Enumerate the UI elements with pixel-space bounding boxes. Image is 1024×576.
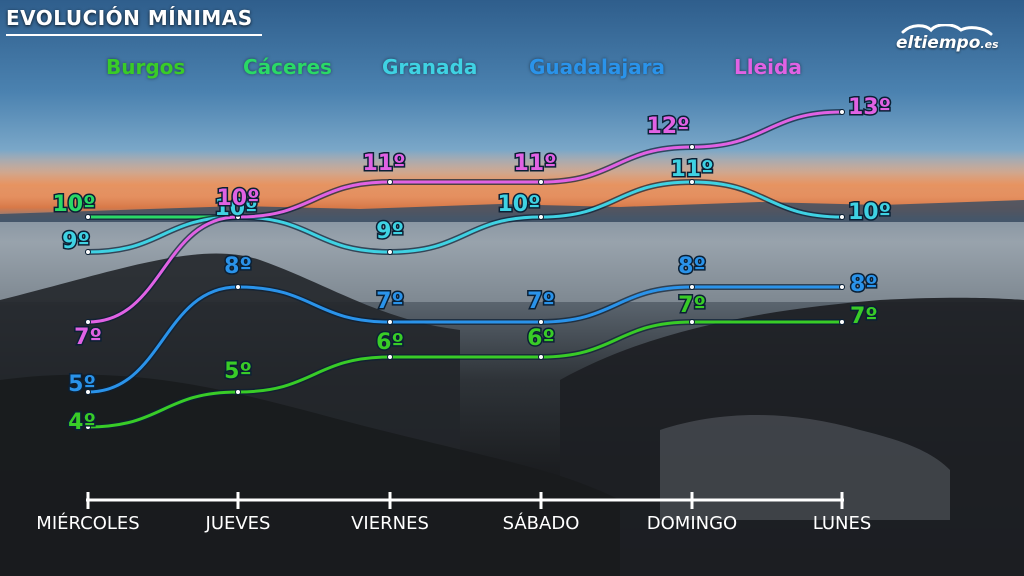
lleida-point: [85, 319, 91, 325]
logo-text: eltiempo.es: [896, 33, 999, 53]
guadalajara-line-outline: [85, 283, 845, 395]
x-tick-label: MIÉRCOLES: [36, 512, 139, 534]
burgos-value-label: 6º: [376, 330, 404, 355]
burgos-value-label: 7º: [678, 293, 706, 318]
burgos-line: [86, 320, 844, 429]
burgos-point: [387, 354, 393, 360]
guadalajara-point: [387, 319, 393, 325]
lleida-point: [235, 214, 241, 220]
burgos-value-label: 4º: [68, 410, 96, 435]
lleida-point: [689, 144, 695, 150]
granada-point: [85, 249, 91, 255]
legend-lleida: Lleida: [734, 55, 802, 79]
burgos-value-label: 7º: [850, 304, 878, 329]
caceres-value-label: 10º: [52, 192, 95, 217]
lleida-value-label: 7º: [74, 325, 102, 350]
burgos-value-label: 5º: [224, 359, 252, 384]
lleida-point: [387, 179, 393, 185]
lleida-value-label: 11º: [513, 151, 556, 176]
lleida-point: [839, 109, 845, 115]
lleida-value-label: 10º: [216, 186, 259, 211]
x-tick-label: VIERNES: [351, 513, 429, 534]
eltiempo-logo: eltiempo.es: [891, 24, 1006, 64]
lleida-value-label: 13º: [848, 95, 891, 120]
lleida-value-label: 12º: [646, 114, 689, 139]
guadalajara-value-label: 5º: [68, 372, 96, 397]
burgos-point: [538, 354, 544, 360]
guadalajara-point: [689, 284, 695, 290]
x-tick-label: SÁBADO: [503, 512, 580, 534]
granada-value-label: 11º: [670, 157, 713, 182]
cloud-icon: [901, 24, 993, 36]
granada-value-label: 10º: [214, 196, 257, 221]
granada-value-label: 10º: [848, 200, 891, 225]
guadalajara-point: [839, 284, 845, 290]
burgos-line-outline: [85, 318, 845, 430]
granada-point: [689, 179, 695, 185]
burgos-point: [235, 389, 241, 395]
guadalajara-point: [85, 389, 91, 395]
burgos-value-label: 6º: [527, 326, 555, 351]
lleida-value-label: 11º: [362, 151, 405, 176]
page-title: EVOLUCIÓN MÍNIMAS: [6, 6, 253, 30]
legend-burgos: Burgos: [106, 55, 186, 79]
x-tick-label: JUEVES: [205, 513, 271, 534]
burgos-point: [839, 319, 845, 325]
guadalajara-value-label: 7º: [527, 289, 555, 314]
granada-point: [538, 214, 544, 220]
granada-point: [839, 214, 845, 220]
x-tick-label: DOMINGO: [647, 513, 737, 534]
granada-value-label: 9º: [62, 229, 90, 254]
guadalajara-value-label: 8º: [678, 254, 706, 279]
guadalajara-line: [86, 285, 844, 394]
legend-caceres: Cáceres: [243, 55, 332, 79]
legend-granada: Granada: [382, 55, 478, 79]
lleida-point: [538, 179, 544, 185]
granada-value-label: 10º: [497, 192, 540, 217]
guadalajara-point: [538, 319, 544, 325]
granada-point: [387, 249, 393, 255]
guadalajara-value-label: 8º: [850, 272, 878, 297]
guadalajara-value-label: 8º: [224, 254, 252, 279]
caceres-point: [85, 214, 91, 220]
x-tick-label: LUNES: [813, 513, 872, 534]
guadalajara-point: [235, 284, 241, 290]
guadalajara-value-label: 7º: [376, 289, 404, 314]
burgos-point: [689, 319, 695, 325]
granada-value-label: 9º: [376, 219, 404, 244]
burgos-point: [85, 424, 91, 430]
lleida-line: [86, 110, 844, 324]
legend-guadalajara: Guadalajara: [529, 55, 666, 79]
title-underline: [6, 34, 262, 36]
